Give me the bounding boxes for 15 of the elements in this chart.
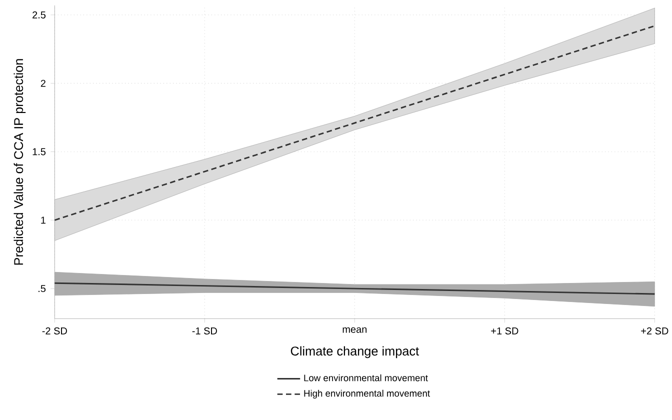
x-axis-title: Climate change impact <box>290 346 419 358</box>
x-tick-label: +2 SD <box>641 327 668 334</box>
y-axis-title: Predicted Value of CCA IP protection <box>14 59 26 265</box>
line-series <box>54 282 656 295</box>
y-tick-label: 1.5 <box>32 148 46 156</box>
x-tick-label: mean <box>342 327 367 333</box>
y-tick-label: 1 <box>41 216 46 224</box>
legend-label: High environmental movement <box>304 390 430 399</box>
y-tick-label: 2.5 <box>32 11 46 18</box>
x-tick-label: -1 SD <box>192 327 217 334</box>
x-tick-label: -2 SD <box>42 327 67 334</box>
legend-label: Low environmental movement <box>304 374 428 382</box>
y-tick-label: .5 <box>38 285 46 292</box>
x-tick-label: +1 SD <box>491 327 518 334</box>
y-tick-label: 2 <box>40 80 46 87</box>
